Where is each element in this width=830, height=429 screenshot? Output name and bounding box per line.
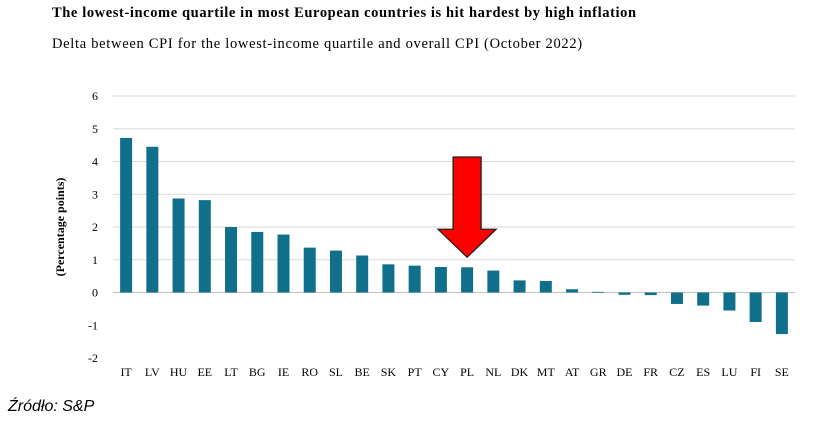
y-tick-label: 2 bbox=[92, 220, 98, 234]
x-tick-label: SL bbox=[329, 365, 343, 379]
y-axis-label: (Percentage points) bbox=[53, 178, 67, 277]
x-tick-label: IT bbox=[120, 365, 132, 379]
bar-ro bbox=[303, 247, 316, 293]
y-tick-label: 1 bbox=[92, 253, 98, 267]
x-tick-label: PL bbox=[460, 365, 474, 379]
bar-pt bbox=[408, 265, 421, 293]
x-tick-label: FR bbox=[643, 365, 658, 379]
bar-fr bbox=[644, 292, 657, 296]
x-tick-label: LT bbox=[224, 365, 238, 379]
x-tick-label: LV bbox=[145, 365, 160, 379]
y-tick-label: 4 bbox=[92, 155, 98, 169]
y-axis-ticks: 6 5 4 3 2 1 0 -1 -2 bbox=[88, 89, 98, 365]
x-tick-label: NL bbox=[485, 365, 501, 379]
bar-mt bbox=[539, 281, 552, 293]
bar-hu bbox=[172, 198, 185, 293]
highlight-arrow-icon bbox=[436, 156, 498, 259]
bar-be bbox=[356, 255, 369, 293]
x-tick-label: LU bbox=[721, 365, 737, 379]
bar-cz bbox=[670, 292, 683, 304]
bar-nl bbox=[487, 270, 500, 293]
bar-chart: 6 5 4 3 2 1 0 -1 -2 IT LV HU EE LT BG IE RO SL BE SK PT CY PL… bbox=[53, 89, 795, 379]
x-tick-label: EE bbox=[197, 365, 212, 379]
y-tick-label: -1 bbox=[88, 318, 98, 332]
x-tick-label: SK bbox=[381, 365, 397, 379]
bars bbox=[120, 137, 788, 335]
y-tick-label: 3 bbox=[92, 187, 98, 201]
bar-cy bbox=[434, 266, 447, 293]
x-tick-label: SE bbox=[775, 365, 789, 379]
chart-subtitle: Delta between CPI for the lowest-income … bbox=[52, 36, 583, 52]
x-tick-label: HU bbox=[170, 365, 188, 379]
bar-se bbox=[775, 292, 788, 335]
bar-sk bbox=[382, 264, 395, 293]
x-tick-label: BE bbox=[355, 365, 370, 379]
x-tick-label: MT bbox=[537, 365, 556, 379]
y-tick-label: 5 bbox=[92, 122, 98, 136]
y-tick-label: 6 bbox=[92, 89, 98, 103]
arrow-shape bbox=[436, 156, 498, 259]
bar-de bbox=[618, 292, 631, 295]
x-tick-label: FI bbox=[750, 365, 761, 379]
bar-ie bbox=[277, 234, 290, 293]
bar-sl bbox=[329, 250, 342, 293]
x-tick-label: GR bbox=[590, 365, 607, 379]
bar-gr bbox=[592, 291, 605, 293]
x-tick-label: ES bbox=[696, 365, 710, 379]
source-note: Źródło: S&P bbox=[8, 398, 95, 415]
bar-at bbox=[566, 289, 579, 293]
bar-it bbox=[120, 137, 133, 293]
chart-title: The lowest-income quartile in most Europ… bbox=[52, 5, 637, 21]
bar-dk bbox=[513, 280, 526, 293]
bar-pl bbox=[461, 267, 474, 293]
x-tick-label: AT bbox=[565, 365, 580, 379]
x-tick-label: PT bbox=[408, 365, 423, 379]
y-tick-label: 0 bbox=[92, 286, 98, 300]
x-tick-label: CZ bbox=[669, 365, 684, 379]
bar-fi bbox=[749, 292, 762, 322]
bar-lu bbox=[723, 292, 736, 311]
x-tick-label: CY bbox=[433, 365, 450, 379]
bar-lt bbox=[225, 227, 238, 293]
x-tick-label: BG bbox=[249, 365, 266, 379]
bar-bg bbox=[251, 231, 264, 293]
x-tick-label: DK bbox=[511, 365, 529, 379]
x-tick-label: RO bbox=[301, 365, 318, 379]
x-tick-label: IE bbox=[278, 365, 289, 379]
x-axis-ticks: IT LV HU EE LT BG IE RO SL BE SK PT CY PL NL DK MT AT GR DE… bbox=[120, 365, 788, 379]
y-tick-label: -2 bbox=[88, 351, 98, 365]
bar-lv bbox=[146, 146, 159, 293]
x-tick-label: DE bbox=[617, 365, 633, 379]
bar-es bbox=[697, 292, 710, 306]
bar-ee bbox=[198, 200, 211, 293]
